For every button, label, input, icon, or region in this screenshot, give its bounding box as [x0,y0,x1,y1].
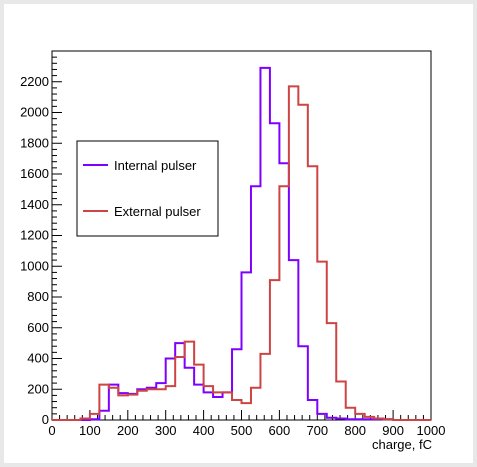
series-line-internal-pulser [52,66,431,421]
x-tick-label: 100 [79,423,101,438]
x-tick-label: 800 [344,423,366,438]
x-tick-label: 600 [269,423,291,438]
y-tick-label: 2000 [20,105,49,120]
y-tick-label: 1400 [20,197,49,212]
histogram-plot: 0200400600800100012001400160018002000220… [20,50,445,452]
y-tick-label: 400 [27,351,49,366]
y-tick-label: 2200 [20,74,49,89]
y-axis-ticks [52,50,62,421]
legend-entry-label: External pulser [114,204,201,219]
y-tick-label: 800 [27,289,49,304]
legend: Internal pulser External pulser [76,140,219,237]
y-tick-label: 1600 [20,166,49,181]
x-tick-label: 500 [231,423,253,438]
x-tick-label: 400 [193,423,215,438]
chart-canvas: 0 200 400 600 800 1000 1200 1400 1600 1800 2000 220… [4,4,473,463]
x-tick-label: 700 [306,423,328,438]
x-tick-label: 300 [155,423,177,438]
x-axis-label: charge, fC [372,437,432,452]
x-tick-label: 900 [382,423,404,438]
series-line-external-pulser [52,85,431,421]
x-tick-label: 200 [117,423,139,438]
legend-box [76,140,219,237]
x-axis-tick-labels: 0 100 200 300 400 500 600 700 800 900 1000 [48,423,445,438]
y-tick-label: 1000 [20,258,49,273]
y-tick-label: 600 [27,320,49,335]
x-tick-label: 1000 [417,423,446,438]
legend-entry-label: Internal pulser [114,158,197,173]
y-axis-tick-labels: 0 200 400 600 800 1000 1200 1400 1600 1800 2000 220… [20,74,49,427]
y-tick-label: 200 [27,381,49,396]
histogram-series [52,66,431,421]
y-tick-label: 1800 [20,135,49,150]
y-tick-label: 1200 [20,228,49,243]
x-tick-label: 0 [48,423,55,438]
y-tick-label: 0 [42,412,49,427]
